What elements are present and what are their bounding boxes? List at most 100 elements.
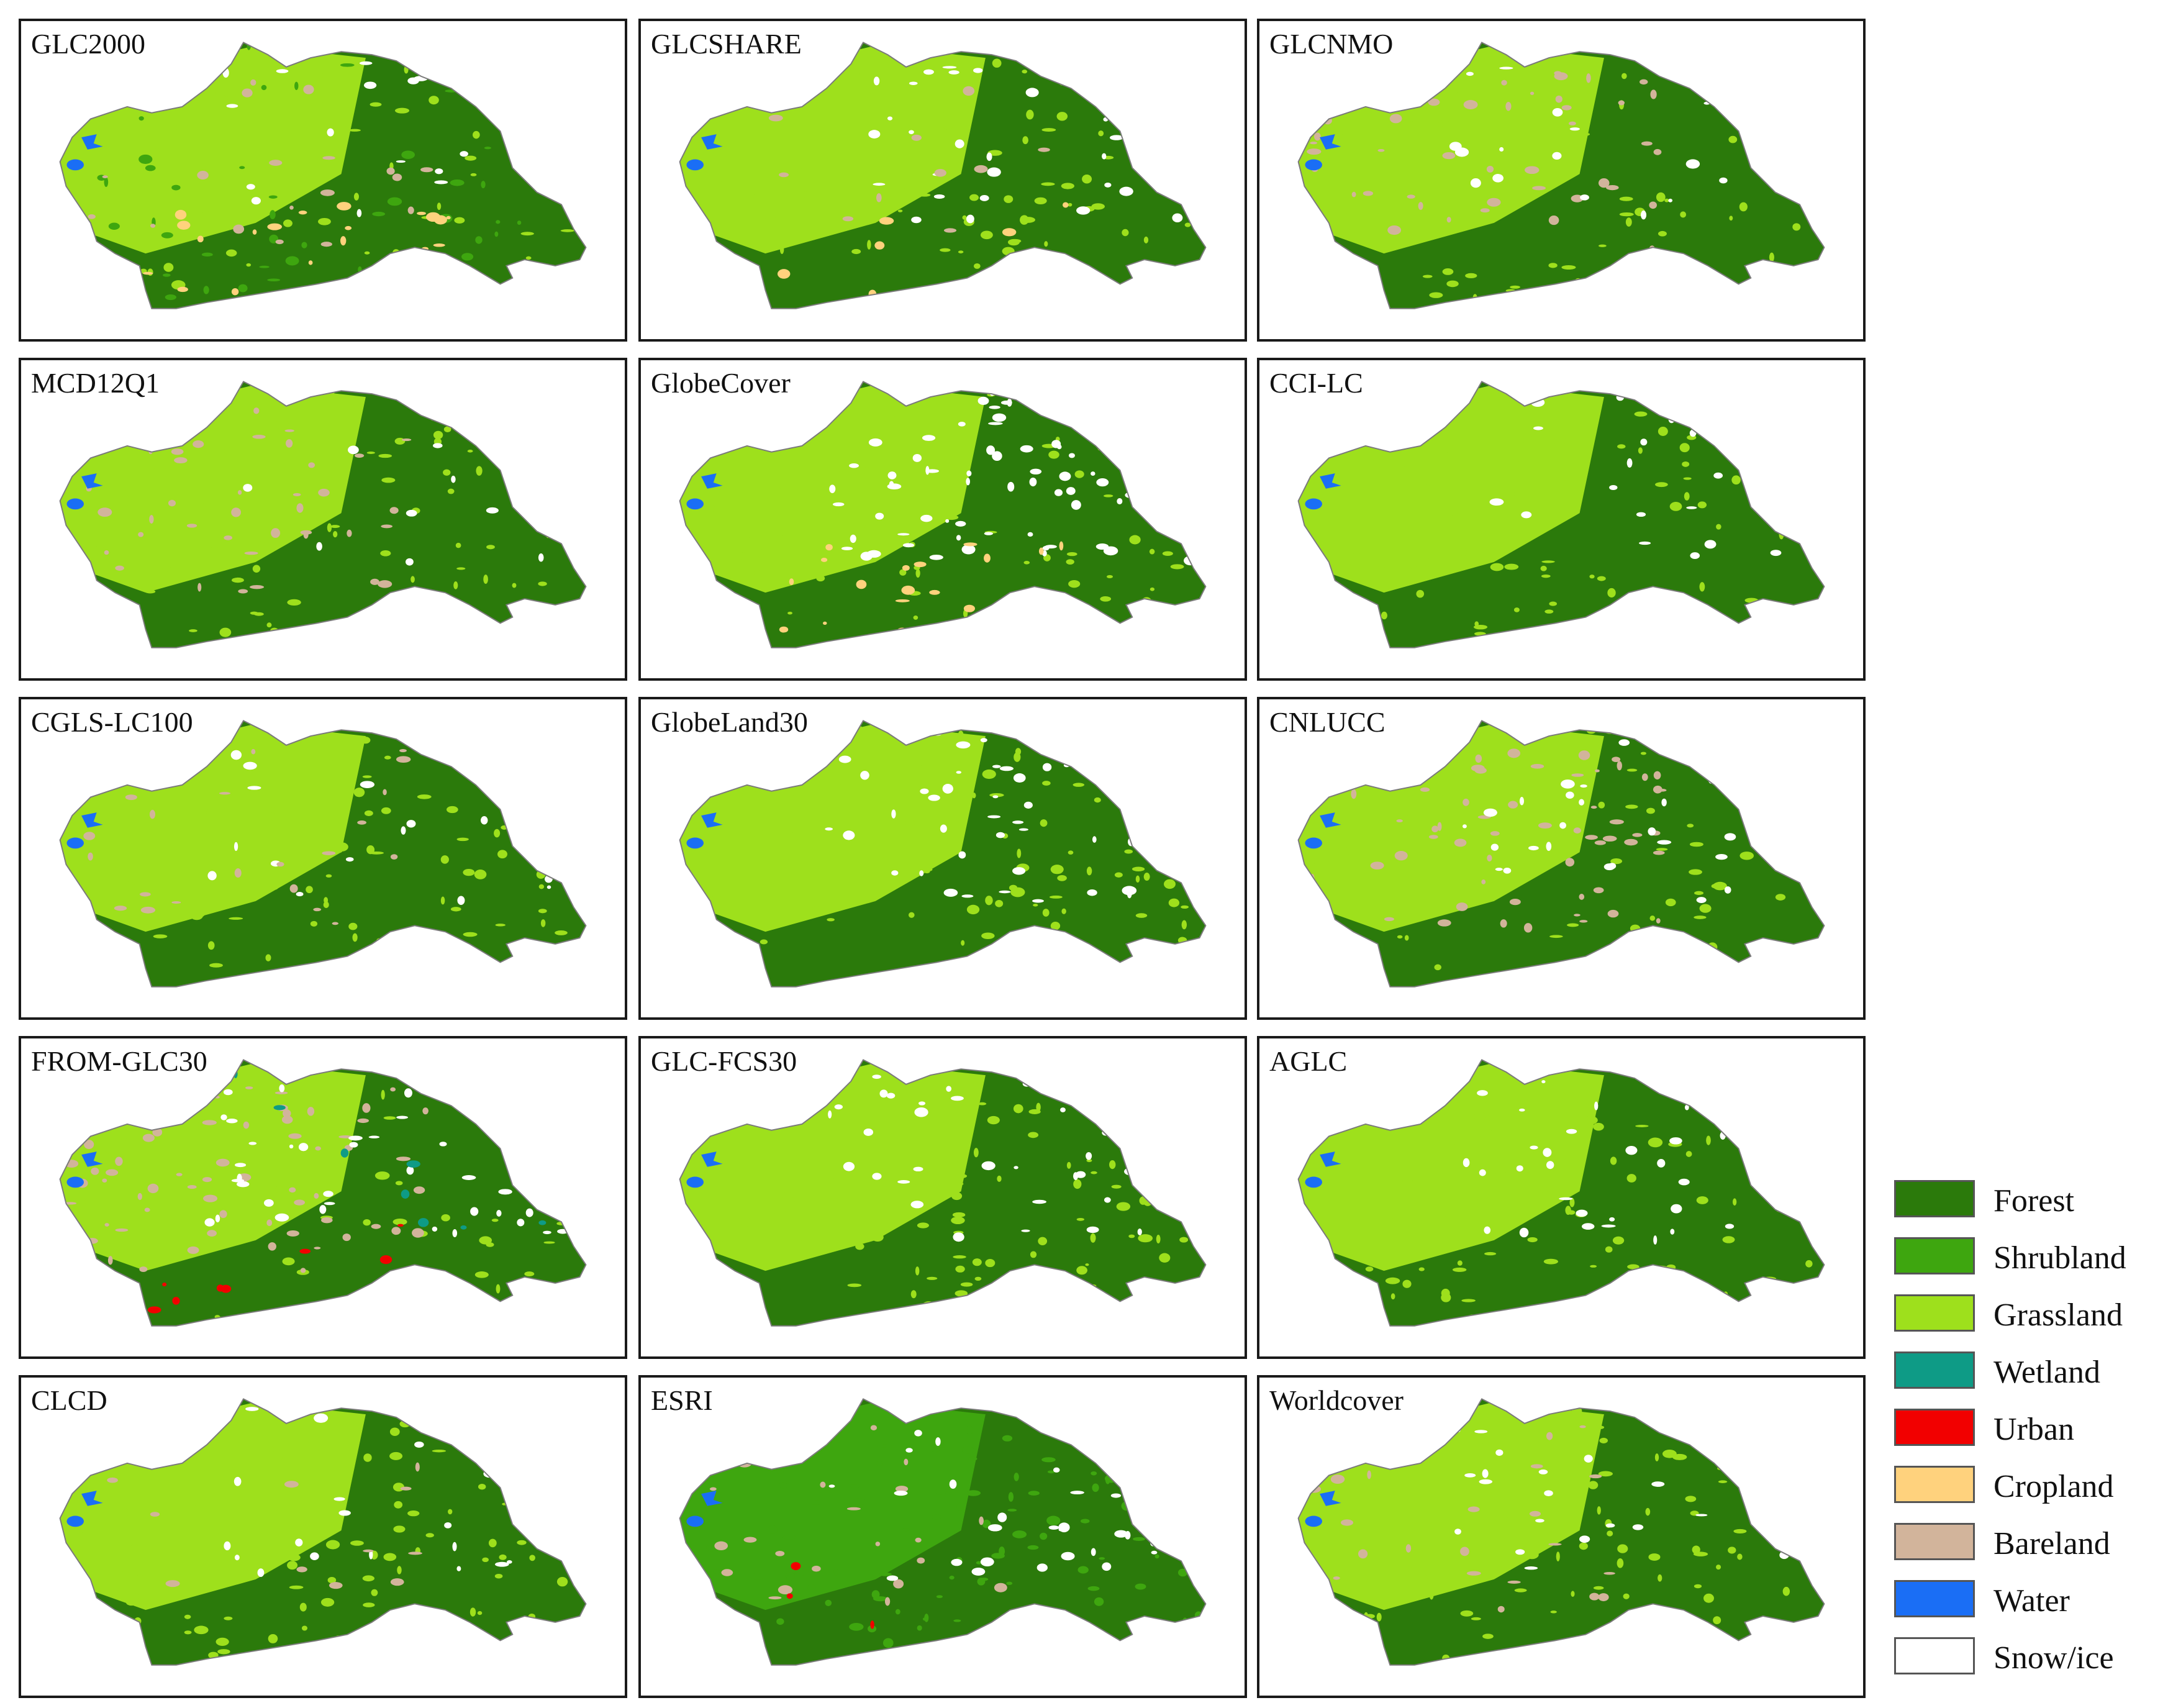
bareland-patch [107, 1256, 113, 1265]
grassland-patch [1564, 825, 1575, 829]
grassland-patch [202, 188, 207, 193]
grassland-patch [1460, 1610, 1474, 1617]
grassland-patch [425, 1533, 434, 1538]
cropland-patch [1038, 547, 1044, 555]
grassland-patch [855, 1243, 864, 1250]
urban-patch [162, 1283, 167, 1287]
grassland-patch [1696, 1196, 1708, 1204]
bareland-patch [332, 922, 339, 925]
snow-ice-patch [949, 1479, 957, 1489]
shrubland-patch [1036, 1399, 1047, 1407]
grassland-patch [1172, 481, 1181, 487]
grassland-patch [422, 930, 435, 938]
grassland-patch [1617, 1558, 1624, 1568]
grassland-patch [973, 624, 986, 629]
cropland-patch [984, 553, 991, 563]
grassland-patch [566, 435, 578, 442]
shrubland-patch [460, 289, 474, 298]
bareland-patch [390, 1578, 404, 1586]
grassland-patch [1699, 582, 1705, 592]
bareland-patch [268, 1242, 276, 1251]
bareland-patch [126, 760, 137, 766]
grassland-patch [765, 236, 770, 241]
grassland-patch [1145, 799, 1154, 807]
grassland-patch [741, 552, 746, 561]
grassland-patch [1579, 1542, 1588, 1550]
grassland-patch [972, 1258, 982, 1266]
snow-ice-patch [1102, 153, 1107, 160]
grassland-patch [325, 874, 332, 878]
grassland-patch [1091, 203, 1105, 210]
bareland-patch [408, 1551, 422, 1555]
grassland-patch [1442, 268, 1454, 275]
grassland-patch [1510, 1111, 1518, 1119]
grassland-patch [1051, 50, 1066, 57]
bareland-patch [378, 580, 392, 588]
grassland-patch [1474, 1112, 1486, 1122]
snow-ice-patch [913, 1166, 923, 1172]
grassland-patch [276, 1438, 283, 1447]
grassland-patch [925, 459, 938, 468]
snow-ice-patch [872, 1173, 882, 1180]
grassland-patch [1049, 895, 1063, 899]
grassland-patch [1484, 1251, 1497, 1256]
grassland-patch [470, 173, 477, 176]
grassland-patch [1482, 1442, 1492, 1447]
basin-outline [679, 42, 1207, 309]
bareland-patch [1437, 822, 1442, 831]
grassland-patch [796, 838, 803, 845]
grassland-patch [1669, 502, 1682, 511]
snow-ice-patch [1661, 798, 1667, 807]
grassland-patch [1505, 1165, 1510, 1174]
bareland-patch [974, 165, 988, 173]
grassland-patch [1447, 451, 1456, 455]
snow-ice-patch [538, 1134, 547, 1137]
shrubland-patch [1122, 1412, 1133, 1417]
snow-ice-patch [834, 1104, 843, 1110]
bareland-patch [321, 1217, 333, 1224]
grassland-patch [1460, 548, 1467, 556]
cropland-patch [999, 298, 1005, 307]
grassland-patch [211, 543, 219, 549]
grassland-patch [1749, 1112, 1763, 1122]
grassland-patch [122, 1507, 129, 1518]
snow-ice-patch [902, 543, 915, 548]
grassland-patch [1792, 223, 1801, 231]
snow-ice-patch [1167, 803, 1179, 813]
cropland-patch [420, 267, 434, 275]
bareland-patch [1389, 114, 1402, 124]
grassland-patch [1431, 436, 1445, 443]
snow-ice-patch [1176, 798, 1184, 803]
grassland-patch [1726, 1071, 1735, 1078]
bareland-patch [1595, 769, 1600, 773]
lake-water [1305, 498, 1323, 510]
bareland-patch [83, 832, 96, 840]
grassland-patch [836, 1168, 844, 1173]
bareland-patch [1530, 91, 1535, 95]
grassland-patch [1107, 734, 1121, 740]
grassland-patch [1141, 597, 1152, 606]
basin-outline [1297, 42, 1825, 309]
shrubland-patch [768, 1525, 778, 1534]
grassland-patch [855, 1201, 869, 1209]
grassland-patch [1169, 425, 1177, 431]
grassland-patch [135, 1592, 138, 1601]
grassland-patch [701, 503, 715, 513]
snow-ice-patch [543, 1230, 551, 1235]
snow-ice-patch [1609, 484, 1618, 491]
bareland-patch [60, 1138, 67, 1145]
grassland-patch [787, 611, 792, 615]
panel-title: GLCSHARE [651, 28, 802, 60]
grassland-patch [694, 1165, 706, 1174]
snow-ice-patch [523, 503, 536, 509]
legend-label: Wetland [1993, 1355, 2100, 1390]
shrubland-patch [475, 236, 483, 244]
shrubland-patch [825, 1599, 832, 1607]
grassland-patch [850, 45, 855, 52]
grassland-patch [324, 1496, 337, 1502]
bareland-patch [917, 1557, 925, 1564]
snow-ice-patch [920, 788, 929, 794]
lake-water [66, 837, 84, 849]
grassland-patch [70, 81, 82, 85]
snow-ice-patch [1120, 1085, 1124, 1090]
